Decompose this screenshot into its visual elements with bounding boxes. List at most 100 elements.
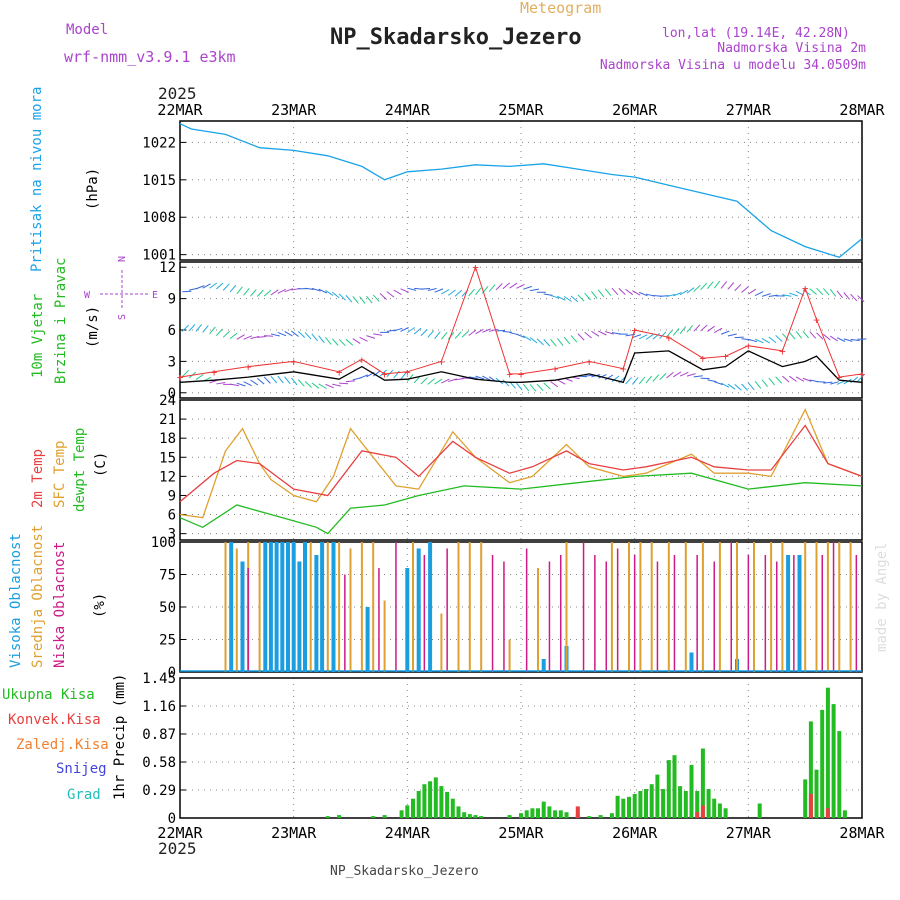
compass-n: N (117, 256, 128, 262)
cloud-mid-bar (770, 542, 773, 672)
sfc-temp-line (179, 407, 863, 519)
wind-barb (720, 382, 730, 388)
y-tick-label: 0.29 (142, 783, 176, 799)
wind-barb (277, 375, 284, 384)
wind-barb (441, 331, 448, 340)
wind-barb (386, 291, 395, 298)
x-tick-top-label: 25MAR (498, 101, 544, 119)
cloud-high-bar (320, 542, 325, 672)
wind-barb (843, 292, 850, 300)
wind-barb (311, 287, 321, 292)
y-tick-label: 0 (168, 386, 176, 402)
wind-barb (625, 377, 632, 385)
wind-barb (209, 326, 216, 335)
wind-barb (270, 375, 278, 384)
precip-total-bar (399, 810, 404, 818)
wind-barb (618, 287, 626, 295)
wind-barb (727, 282, 735, 290)
wind-barb (625, 288, 634, 296)
wind-barb (768, 377, 775, 386)
wind-barb (754, 381, 762, 389)
wind-barb (584, 331, 592, 339)
wind-barb (761, 337, 770, 344)
x-axis-bottom: 22MAR 23MAR 24MAR 25MAR 26MAR 27MAR 28MAR (157, 824, 885, 842)
wind-barb (577, 294, 585, 302)
credit-text: made by Angel (874, 542, 890, 652)
cloud-low-bar (423, 555, 426, 672)
cloud-low-bar (378, 568, 380, 672)
wind-barb (829, 335, 838, 342)
wind-barb (530, 288, 540, 292)
wind-barb (441, 378, 450, 384)
wind-barb (775, 376, 783, 384)
cloud-low-bar (633, 555, 636, 672)
wind-barb (195, 285, 205, 290)
y-tick-label: 9 (168, 488, 176, 504)
y-tick-label: 1001 (142, 248, 176, 264)
wind-barb (836, 290, 843, 299)
wind-barb (331, 291, 340, 299)
wind-barb (857, 295, 865, 302)
cloud-high-bar (240, 561, 245, 672)
wind-barb (216, 382, 226, 385)
wind-barb (563, 336, 571, 345)
model-name: wrf-nmm_v3.9.1 e3km (64, 48, 236, 66)
pressure-label: Pritisak na nivou mora (29, 87, 45, 272)
wind-barb (536, 338, 544, 346)
panel-4: 0 25 50 75 100 (151, 535, 863, 681)
precip-total-bar (405, 805, 410, 818)
precip-total-bar (428, 781, 433, 818)
wind-barb (229, 284, 237, 293)
wind-barb (638, 334, 648, 340)
wind-barb (427, 330, 435, 338)
cloud-low-bar (855, 555, 858, 672)
precip-total-bar (655, 774, 660, 818)
cloud-mid-bar (383, 600, 386, 672)
wind-barb (782, 375, 790, 383)
gust-marker: + (802, 282, 809, 295)
cloud-high-bar (268, 542, 273, 672)
y-tick-label: 50 (159, 600, 176, 616)
gust-marker: + (813, 314, 820, 327)
wind-barb (434, 331, 441, 340)
wind-barb (679, 326, 687, 334)
wind-barb (407, 287, 417, 291)
wind-barb (475, 375, 485, 380)
precip-total-bar (609, 813, 614, 818)
wind-barb (236, 334, 245, 340)
wind-barb (672, 328, 680, 336)
wind-barb (598, 330, 607, 336)
precip-total-bar (632, 793, 637, 818)
gust-marker: + (290, 355, 297, 368)
cloud-low-bar (605, 561, 607, 672)
wind-barb (291, 330, 299, 337)
y-tick-label: 6 (168, 508, 176, 524)
wind-barb (679, 289, 689, 296)
wind-barb (632, 290, 641, 296)
wind-speed-line (179, 350, 863, 384)
cloud-unit: (%) (92, 593, 108, 618)
wind-barb (270, 333, 280, 337)
precip-total-bar (666, 760, 671, 818)
temp-label-2m: 2m Temp (30, 449, 46, 508)
wind-barb (461, 330, 469, 338)
wind-barb (509, 282, 518, 289)
wind-barb (454, 331, 462, 339)
precip-total-bar (337, 815, 342, 818)
wind-barb (257, 336, 267, 338)
cloud-high-bar (280, 542, 285, 672)
wind-barb (748, 338, 758, 343)
wind-barb (727, 333, 737, 337)
x-tick-top-label: 22MAR (157, 101, 203, 119)
wind-barb (741, 383, 749, 391)
cloud-mid-bar (480, 542, 483, 672)
wind-barb (761, 293, 771, 297)
x-tick-top-label: 23MAR (271, 101, 317, 119)
wind-barb (482, 328, 491, 333)
lonlat-text: lon,lat (19.14E, 42.28N) (662, 26, 850, 41)
wind-barb (666, 293, 676, 297)
y-tick-label: 9 (168, 292, 176, 308)
cloud-mid-bar (804, 542, 807, 672)
cloud-high-bar (303, 542, 307, 672)
